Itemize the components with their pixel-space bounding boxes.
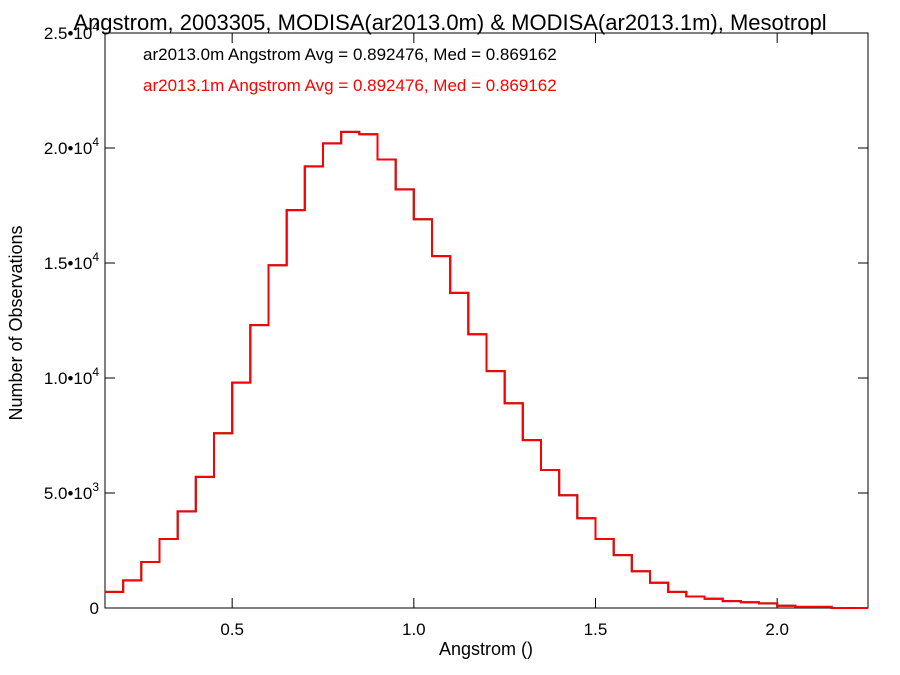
- x-axis-title: Angstrom (): [439, 639, 533, 659]
- y-tick-label: 2.0•104: [44, 135, 100, 158]
- x-tick-label: 2.0: [765, 620, 789, 639]
- plot-frame: [104, 32, 869, 609]
- y-tick-label: 2.5•104: [44, 20, 100, 43]
- legend-entry-ar2013-0m: ar2013.0m Angstrom Avg = 0.892476, Med =…: [143, 45, 557, 64]
- legend-entry-ar2013-1m: ar2013.1m Angstrom Avg = 0.892476, Med =…: [143, 76, 557, 95]
- y-tick-label: 0: [90, 599, 99, 618]
- series-line-ar2013-1m: [105, 130, 868, 609]
- y-axis-title: Number of Observations: [6, 225, 26, 420]
- y-tick-label: 5.0•103: [44, 480, 100, 503]
- plot-area: 0.5 1.0 1.5 2.0 0 5.0•103 1.0•104 1.5•104 2.0•10…: [44, 20, 869, 639]
- x-tick-label: 0.5: [220, 620, 244, 639]
- chart-title: Angstrom, 2003305, MODISA(ar2013.0m) & M…: [73, 10, 826, 35]
- y-tick-label: 1.0•104: [44, 365, 100, 388]
- x-tick-label: 1.5: [584, 620, 608, 639]
- x-tick-label: 1.0: [402, 620, 426, 639]
- y-tick-label: 1.5•104: [44, 250, 100, 273]
